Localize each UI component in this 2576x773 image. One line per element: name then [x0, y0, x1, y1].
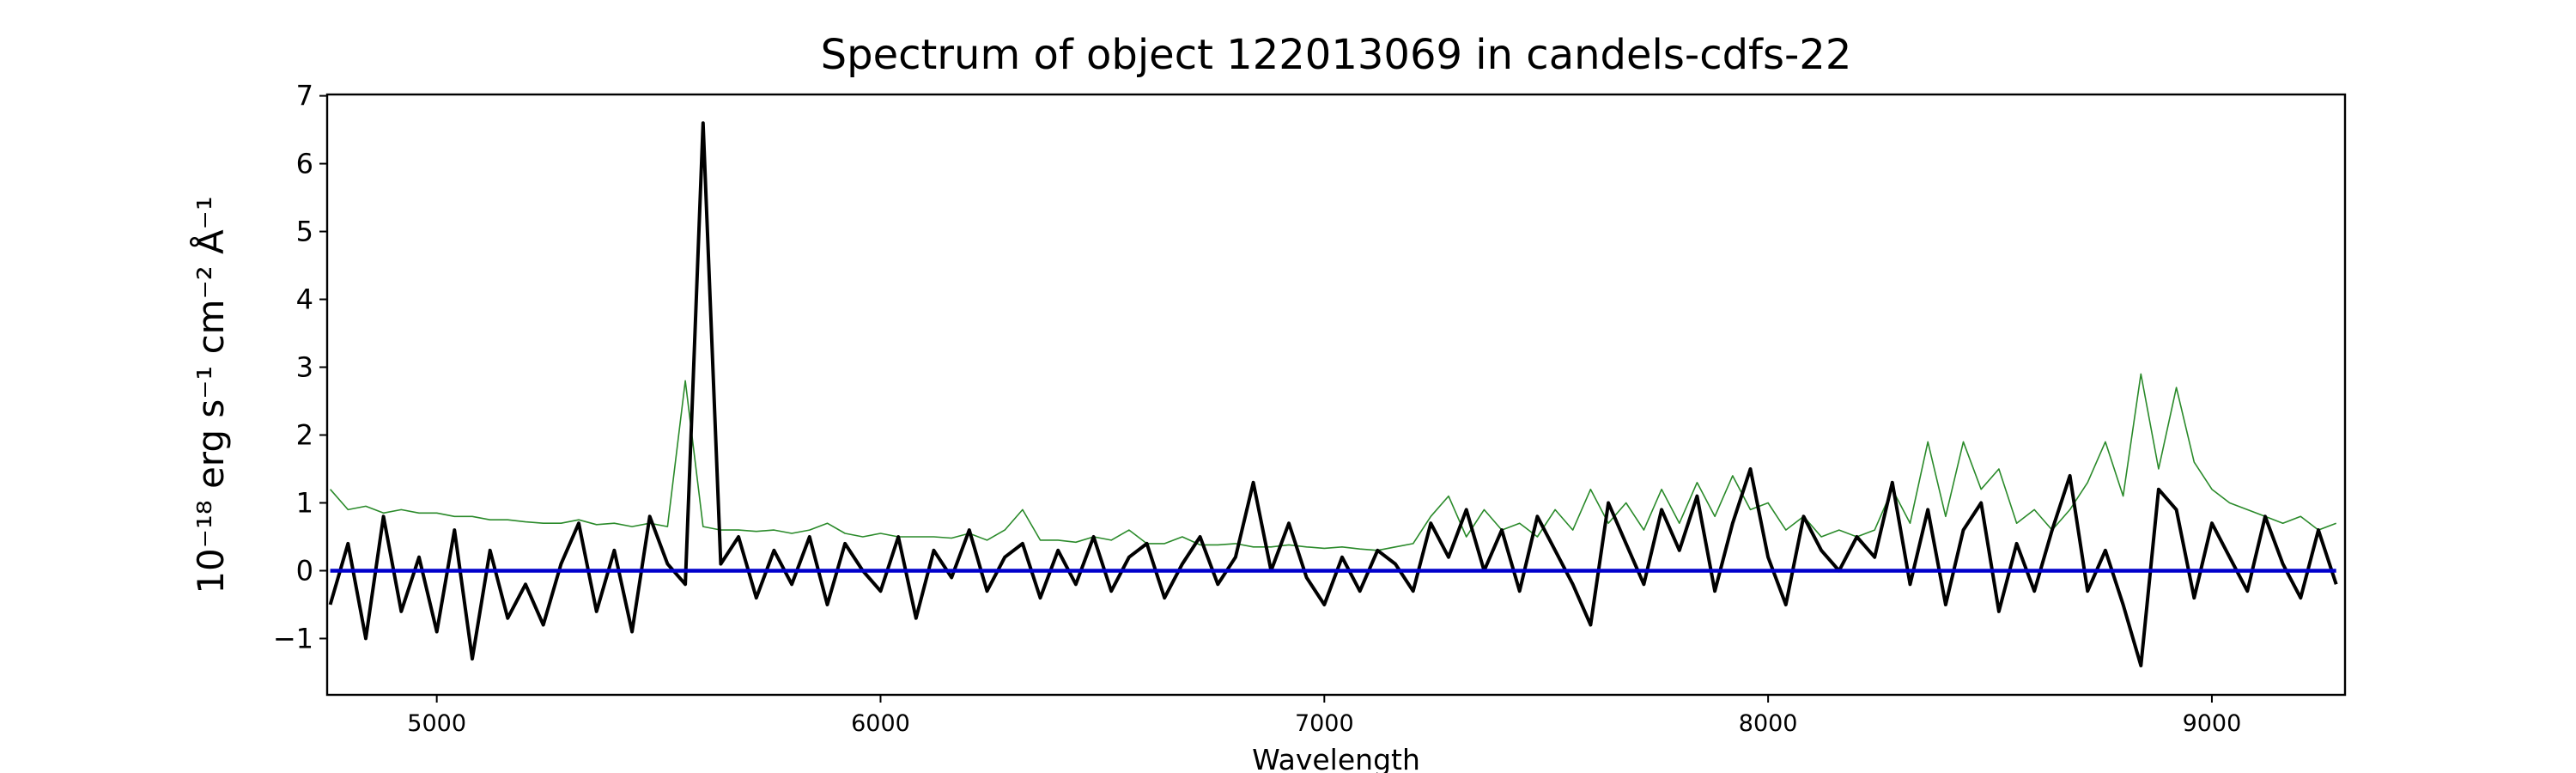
y-tick-label: 1	[296, 486, 313, 519]
y-tick-label: 3	[296, 351, 313, 384]
y-tick-label: 6	[296, 148, 313, 180]
y-tick-label: 4	[296, 283, 313, 316]
spectrum-line	[328, 121, 2338, 667]
y-tick-label: 0	[296, 554, 313, 587]
y-tick-label: −1	[273, 622, 313, 654]
spectrum-line	[329, 373, 2336, 551]
y-tick-label: 2	[296, 418, 313, 451]
x-tick-label: 9000	[2183, 710, 2242, 737]
y-tick-label: 5	[296, 216, 313, 248]
x-axis-label: Wavelength	[1252, 743, 1420, 773]
plot-frame	[325, 93, 2347, 697]
x-tick-label: 8000	[1739, 710, 1798, 737]
x-tick-label: 5000	[407, 710, 466, 737]
chart-title: Spectrum of object 122013069 in candels-…	[821, 31, 1852, 79]
x-tick-label: 6000	[851, 710, 910, 737]
y-axis-label: 10⁻¹⁸ erg s⁻¹ cm⁻² Å⁻¹	[189, 196, 232, 593]
y-tick-label: 7	[296, 80, 313, 113]
x-tick-label: 7000	[1295, 710, 1354, 737]
